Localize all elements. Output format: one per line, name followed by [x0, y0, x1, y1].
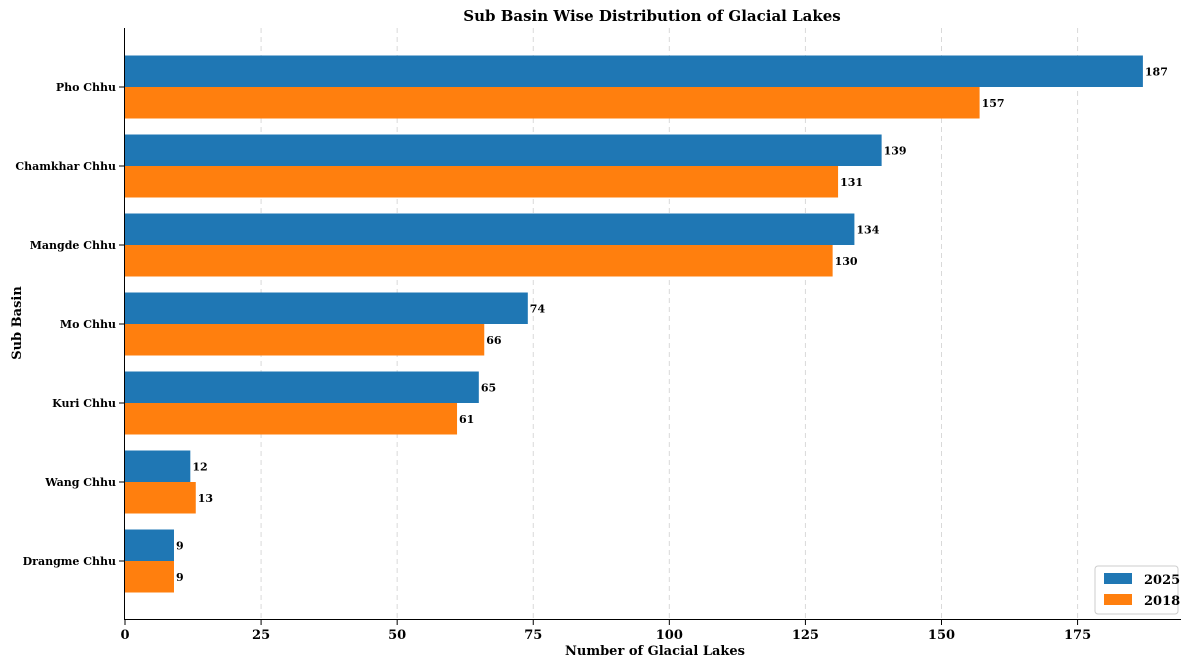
y-category-label-chamkhar-chhu: Chamkhar Chhu [15, 160, 116, 173]
data-label-pho-chhu-2018: 157 [982, 97, 1005, 110]
y-category-label-drangme-chhu: Drangme Chhu [23, 555, 116, 568]
x-axis-label: Number of Glacial Lakes [565, 644, 745, 659]
data-label-drangme-chhu-2025: 9 [176, 539, 184, 552]
data-label-pho-chhu-2025: 187 [1145, 65, 1168, 78]
data-label-chamkhar-chhu-2025: 139 [884, 144, 907, 157]
legend-swatch-2025 [1104, 573, 1132, 584]
data-label-wang-chhu-2025: 12 [192, 460, 207, 473]
x-tick-label-0: 0 [120, 628, 129, 643]
bar-pho-chhu-2025 [125, 55, 1143, 87]
chart-title: Sub Basin Wise Distribution of Glacial L… [463, 7, 840, 25]
y-category-label-mangde-chhu: Mangde Chhu [30, 239, 116, 252]
bar-kuri-chhu-2025 [125, 371, 479, 403]
data-label-wang-chhu-2018: 13 [198, 492, 213, 505]
y-axis-label: Sub Basin [10, 286, 25, 360]
data-label-kuri-chhu-2018: 61 [459, 413, 474, 426]
bar-mangde-chhu-2025 [125, 213, 855, 245]
x-tick-label-125: 125 [792, 628, 819, 643]
x-tick-label-75: 75 [524, 628, 542, 643]
x-tick-label-100: 100 [656, 628, 683, 643]
bar-kuri-chhu-2018 [125, 403, 458, 435]
legend-swatch-2018 [1104, 594, 1132, 605]
x-ticks-group: 0 25 50 75 100 125 150 175 [120, 620, 1091, 643]
bar-chamkhar-chhu-2025 [125, 134, 882, 166]
y-category-label-pho-chhu: Pho Chhu [56, 81, 116, 94]
y-category-label-mo-chhu: Mo Chhu [60, 318, 116, 331]
x-tick-label-175: 175 [1064, 628, 1091, 643]
data-label-drangme-chhu-2018: 9 [176, 571, 184, 584]
y-category-label-wang-chhu: Wang Chhu [44, 476, 116, 489]
y-category-label-kuri-chhu: Kuri Chhu [52, 397, 116, 410]
y-categories-group: Pho Chhu Chamkhar Chhu Mangde Chhu Mo Chhu K… [15, 81, 124, 568]
data-label-chamkhar-chhu-2018: 131 [840, 176, 863, 189]
bar-wang-chhu-2025 [125, 450, 191, 482]
data-label-mo-chhu-2018: 66 [486, 334, 502, 347]
bar-drangme-chhu-2018 [125, 561, 174, 593]
x-tick-label-150: 150 [928, 628, 955, 643]
legend-label-2025: 2025 [1144, 573, 1180, 588]
data-label-mo-chhu-2025: 74 [530, 302, 546, 315]
bars-group [125, 55, 1143, 593]
legend: 2025 2018 [1094, 565, 1180, 615]
data-label-mangde-chhu-2018: 130 [835, 255, 858, 268]
legend-label-2018: 2018 [1144, 594, 1180, 609]
bar-mangde-chhu-2018 [125, 245, 833, 277]
data-label-kuri-chhu-2025: 65 [481, 381, 496, 394]
x-tick-label-50: 50 [388, 628, 406, 643]
bar-pho-chhu-2018 [125, 87, 980, 119]
data-label-mangde-chhu-2025: 134 [856, 223, 879, 236]
x-tick-label-25: 25 [252, 628, 270, 643]
bar-wang-chhu-2018 [125, 482, 196, 514]
bar-mo-chhu-2018 [125, 324, 485, 356]
bar-drangme-chhu-2025 [125, 529, 174, 561]
bar-mo-chhu-2025 [125, 292, 528, 324]
bar-chamkhar-chhu-2018 [125, 166, 839, 198]
